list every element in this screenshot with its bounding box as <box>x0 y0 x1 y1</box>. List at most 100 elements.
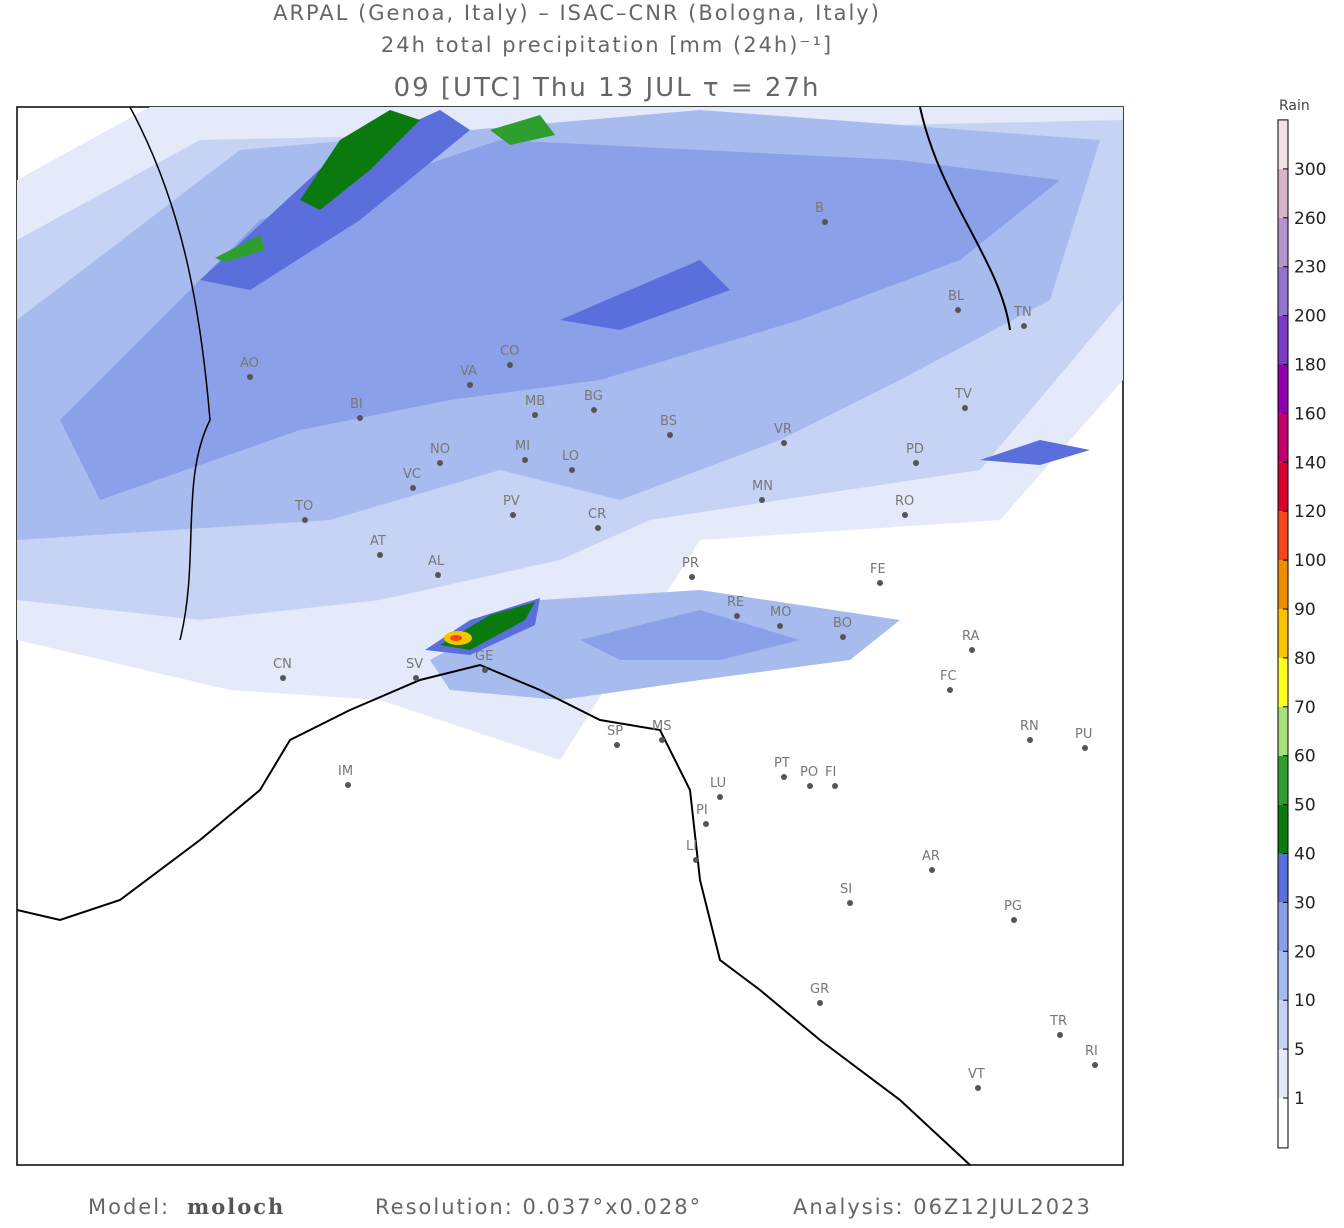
city-dot <box>247 374 253 380</box>
colorbar-segment <box>1278 1098 1288 1148</box>
city-dot <box>482 667 488 673</box>
footer-resolution: Resolution: 0.037°x0.028° <box>375 1195 702 1219</box>
footer-model: moloch <box>187 1194 285 1219</box>
colorbar-label: 1 <box>1294 1089 1305 1109</box>
header-line2: 24h total precipitation [mm (24h)⁻¹] <box>381 33 833 57</box>
city-dot <box>1021 323 1027 329</box>
city-dot <box>969 647 975 653</box>
colorbar-label: 120 <box>1294 502 1326 522</box>
colorbar-label: 5 <box>1294 1040 1305 1060</box>
colorbar-segment <box>1278 315 1288 365</box>
colorbar-segment <box>1278 609 1288 658</box>
city-label: FI <box>825 765 836 780</box>
footer-analysis: Analysis: 06Z12JUL2023 <box>793 1195 1092 1219</box>
city-label: B <box>815 201 824 216</box>
city-dot <box>667 432 673 438</box>
city-dot <box>955 307 961 313</box>
colorbar-segment <box>1278 266 1288 316</box>
colorbar-segment <box>1278 217 1288 267</box>
colorbar-segment <box>1278 951 1288 1001</box>
city-label: PG <box>1004 899 1022 914</box>
city-label: LO <box>562 449 579 464</box>
city-dot <box>913 460 919 466</box>
colorbar-segment <box>1278 1049 1288 1098</box>
city-label: MO <box>770 605 791 620</box>
city-label: GE <box>475 649 493 664</box>
colorbar-segment <box>1278 168 1288 218</box>
city-label: MB <box>525 394 545 409</box>
city-label: RE <box>727 595 744 610</box>
city-dot <box>877 580 883 586</box>
city-dot <box>759 497 765 503</box>
city-dot <box>847 900 853 906</box>
city-dot <box>1082 745 1088 751</box>
city-dot <box>522 457 528 463</box>
city-dot <box>929 867 935 873</box>
colorbar-label: 30 <box>1294 893 1316 913</box>
city-label: FE <box>870 562 886 577</box>
city-label: PD <box>906 442 924 457</box>
city-label: MN <box>752 479 773 494</box>
city-label: PV <box>503 494 520 509</box>
city-label: VC <box>403 467 421 482</box>
city-label: RO <box>895 494 914 509</box>
city-label: AT <box>370 534 386 549</box>
colorbar-label: 40 <box>1294 845 1316 865</box>
city-label: BI <box>350 397 363 412</box>
city-label: SI <box>840 882 852 897</box>
city-dot <box>777 623 783 629</box>
colorbar-segment <box>1278 804 1288 854</box>
colorbar-segment <box>1278 462 1288 512</box>
city-label: IM <box>338 764 353 779</box>
city-dot <box>345 782 351 788</box>
city-dot <box>717 794 723 800</box>
city-dot <box>902 512 908 518</box>
colorbar-segment <box>1278 560 1288 609</box>
city-label: MS <box>652 719 671 734</box>
city-dot <box>357 415 363 421</box>
city-dot <box>659 737 665 743</box>
city-dot <box>510 512 516 518</box>
map <box>16 106 1124 1166</box>
city-label: NO <box>430 442 450 457</box>
city-label: SV <box>406 657 423 672</box>
colorbar-label: 50 <box>1294 796 1316 816</box>
colorbar-segment <box>1278 902 1288 952</box>
city-label: BO <box>833 616 852 631</box>
city-label: LI <box>686 839 697 854</box>
city-label: PI <box>696 803 708 818</box>
colorbar-label: 80 <box>1294 649 1316 669</box>
city-dot <box>781 440 787 446</box>
city-label: MI <box>515 439 530 454</box>
colorbar-label: 180 <box>1294 356 1326 376</box>
city-dot <box>947 687 953 693</box>
city-dot <box>410 485 416 491</box>
colorbar-label: 60 <box>1294 747 1316 767</box>
city-dot <box>507 362 513 368</box>
colorbar-segment <box>1278 853 1288 903</box>
colorbar-frame <box>1277 119 1289 1149</box>
colorbar-label: 260 <box>1294 209 1326 229</box>
city-label: VT <box>968 1067 985 1082</box>
city-dot <box>1057 1032 1063 1038</box>
city-label: TO <box>294 499 313 514</box>
city-label: TV <box>954 387 972 402</box>
city-label: PR <box>682 556 699 571</box>
city-dot <box>377 552 383 558</box>
city-dot <box>781 774 787 780</box>
city-label: LU <box>710 776 726 791</box>
colorbar-label: 70 <box>1294 698 1316 718</box>
city-label: AL <box>428 554 445 569</box>
city-dot <box>413 675 419 681</box>
city-dot <box>975 1085 981 1091</box>
legend-title: Rain <box>1279 98 1310 114</box>
colorbar: 1 5 10 20 30 40 50 60 70 80 90 100 120 140 160 180 200 23… <box>1277 119 1326 1149</box>
city-label: RA <box>962 629 980 644</box>
city-dot <box>569 467 575 473</box>
header-line1: ARPAL (Genoa, Italy) – ISAC–CNR (Bologna… <box>273 1 881 25</box>
colorbar-label: 200 <box>1294 307 1326 327</box>
colorbar-segment <box>1278 413 1288 463</box>
city-label: PU <box>1075 727 1092 742</box>
colorbar-segment <box>1278 1000 1288 1050</box>
